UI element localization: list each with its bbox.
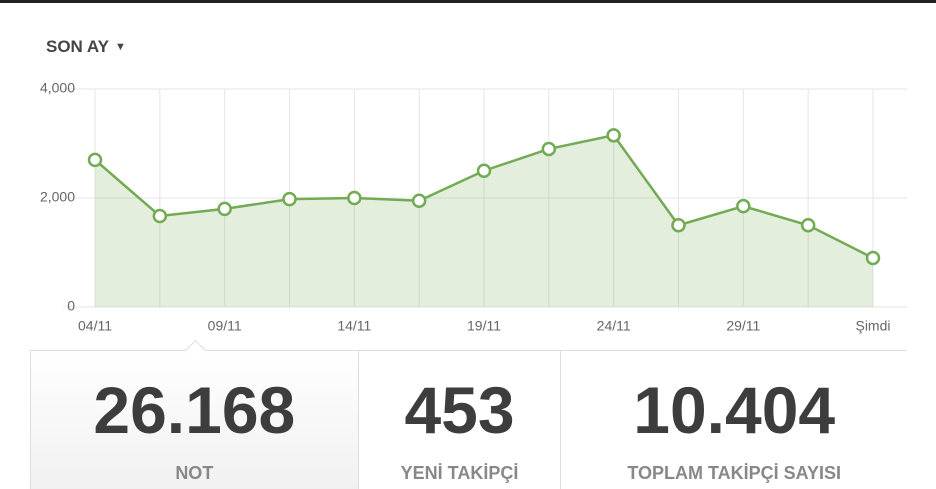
- point: [217, 201, 232, 217]
- stat-value: 453: [404, 373, 515, 447]
- period-label[interactable]: SON AY: [46, 37, 109, 56]
- stat-notes[interactable]: 26.168 NOT: [30, 339, 359, 489]
- x-tick-label: 09/11: [208, 318, 242, 334]
- chart: 0 2,000 4,000 04/11 09/11 14/11 19/11 24/11 29/1…: [40, 80, 907, 334]
- y-tick-label: 2,000: [40, 189, 75, 205]
- dropdown-arrow[interactable]: ▼: [115, 41, 126, 53]
- stat-label: NOT: [175, 463, 214, 483]
- stat-new-followers[interactable]: 453 YENİ TAKİPÇİ: [359, 351, 562, 489]
- x-tick-label: 04/11: [78, 318, 112, 334]
- stat-value: 10.404: [633, 373, 836, 447]
- point: [152, 208, 168, 224]
- x-tick-label: 24/11: [597, 318, 631, 334]
- point: [865, 250, 881, 266]
- stat-total-followers[interactable]: 10.404 TOPLAM TAKİPÇİ SAYISI: [561, 351, 907, 489]
- period-dropdown[interactable]: SON AY ▼: [46, 37, 126, 57]
- x-tick-label: 14/11: [337, 318, 371, 334]
- point: [606, 128, 621, 143]
- point: [671, 218, 686, 233]
- point: [800, 218, 816, 233]
- area: [95, 135, 873, 307]
- x-tick-label: 19/11: [467, 318, 501, 334]
- stat-label: YENİ TAKİPÇİ: [400, 463, 519, 483]
- stat-label: TOPLAM TAKİPÇİ SAYISI: [627, 463, 842, 483]
- x-tick-label: 29/11: [726, 318, 760, 334]
- point: [87, 152, 103, 168]
- stats-panel: 26.168 NOT 453 YENİ TAKİPÇİ 10.404 TOPLAM T…: [30, 339, 907, 489]
- point: [347, 190, 362, 206]
- point: [476, 163, 492, 178]
- top-bar: [0, 0, 936, 3]
- point: [541, 141, 557, 157]
- y-tick-label: 0: [67, 298, 75, 314]
- x-tick-label: Şimdi: [855, 318, 890, 334]
- y-tick-label: 4,000: [40, 80, 75, 96]
- point: [736, 198, 751, 214]
- point: [282, 191, 297, 207]
- point: [411, 193, 427, 208]
- stat-value: 26.168: [93, 373, 296, 447]
